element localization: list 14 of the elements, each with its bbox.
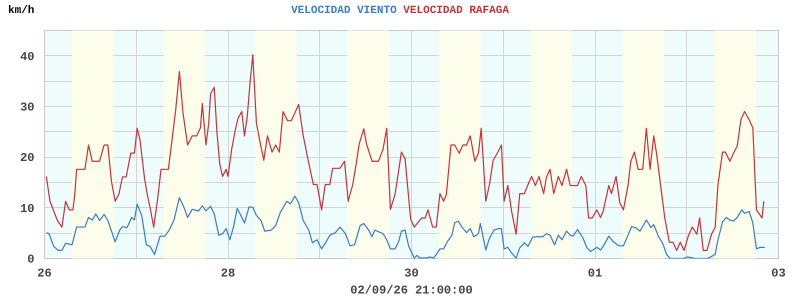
x-axis-title: 02/09/26 21:00:00	[350, 284, 473, 298]
text: VELOCIDAD VIENTO	[291, 5, 397, 17]
y-tick-label: 40	[20, 50, 35, 64]
y-tick-label: 10	[20, 202, 35, 216]
x-tick-label: 26	[37, 266, 52, 280]
y-tick-label: 30	[20, 100, 35, 114]
x-tick-label: 03	[771, 266, 786, 280]
y-tick-label: 0	[27, 252, 34, 266]
x-tick-label: 01	[588, 266, 602, 280]
x-tick-label: 30	[404, 266, 419, 280]
text: VELOCIDAD RAFAGA	[403, 5, 509, 17]
y-axis-title: km/h	[8, 4, 34, 19]
x-tick-label: 28	[220, 266, 236, 280]
y-tick-label: 20	[20, 151, 35, 166]
